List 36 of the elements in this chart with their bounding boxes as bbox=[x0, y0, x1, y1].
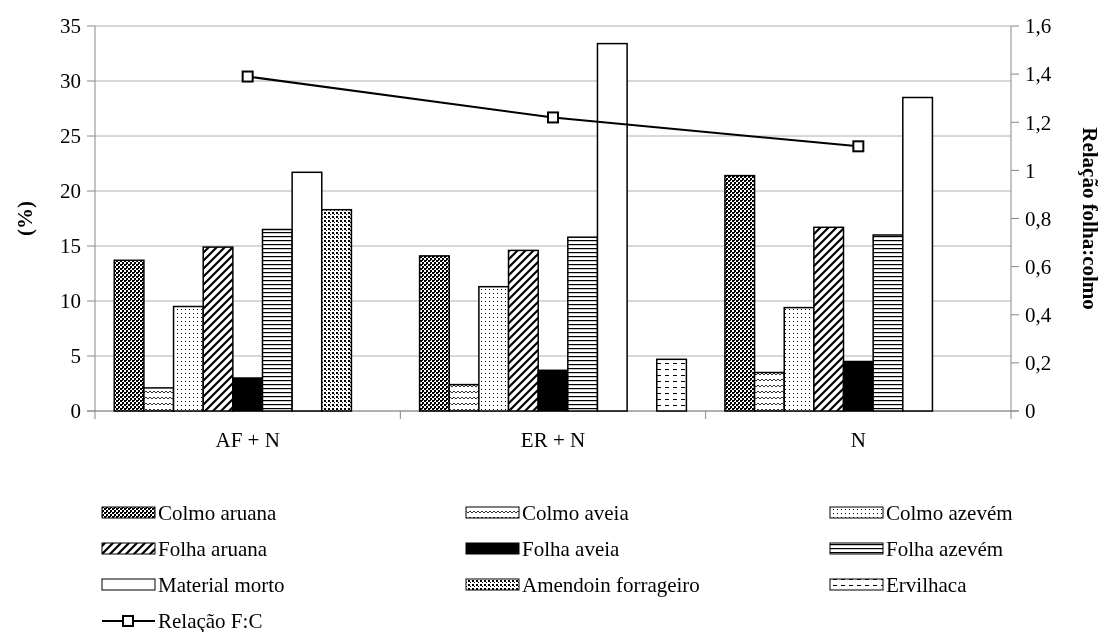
y-tick-label: 5 bbox=[70, 344, 81, 369]
y-tick-label: 10 bbox=[60, 289, 81, 314]
y2-tick-label: 0,4 bbox=[1025, 303, 1052, 328]
legend-label: Ervilhaca bbox=[886, 573, 968, 598]
point bbox=[241, 70, 254, 83]
y-tick-label: 15 bbox=[60, 234, 81, 259]
legend-label: Folha azevém bbox=[886, 537, 1004, 562]
legend-label: Colmo aruana bbox=[158, 501, 278, 526]
y2-tick-label: 1,2 bbox=[1025, 110, 1052, 135]
y-tick-label: 25 bbox=[60, 124, 81, 149]
y2-tick-label: 0,2 bbox=[1025, 351, 1052, 376]
bar bbox=[656, 358, 688, 412]
x-tick-label: N bbox=[850, 428, 866, 453]
y-tick-label: 0 bbox=[70, 399, 81, 424]
legend-label: Folha aveia bbox=[522, 537, 621, 562]
legend-label: Colmo aveia bbox=[522, 501, 630, 526]
y2-tick-label: 0,8 bbox=[1025, 206, 1052, 231]
y-tick-label: 30 bbox=[60, 69, 81, 94]
x-tick-label: AF + N bbox=[215, 428, 280, 453]
y2-tick-label: 0 bbox=[1025, 399, 1036, 424]
y-tick-label: 35 bbox=[60, 14, 81, 39]
point bbox=[547, 111, 559, 124]
point bbox=[852, 140, 865, 153]
legend-label: Amendoin forrageiro bbox=[522, 573, 700, 598]
x-tick-label: ER + N bbox=[520, 428, 586, 453]
y2-axis-title: Relação folha:colmo bbox=[1077, 127, 1102, 310]
y2-tick-label: 0,6 bbox=[1025, 254, 1052, 279]
legend-label: Colmo azevém bbox=[886, 501, 1013, 526]
y-axis-title: (%) bbox=[13, 201, 38, 236]
legend-label: Relação F:C bbox=[158, 609, 263, 632]
y2-tick-label: 1 bbox=[1025, 158, 1036, 183]
y2-tick-label: 1,6 bbox=[1025, 14, 1052, 39]
legend-label: Material morto bbox=[158, 573, 285, 598]
y2-tick-label: 1,4 bbox=[1025, 62, 1052, 87]
y-tick-label: 20 bbox=[60, 179, 81, 204]
legend-label: Folha aruana bbox=[158, 537, 268, 562]
